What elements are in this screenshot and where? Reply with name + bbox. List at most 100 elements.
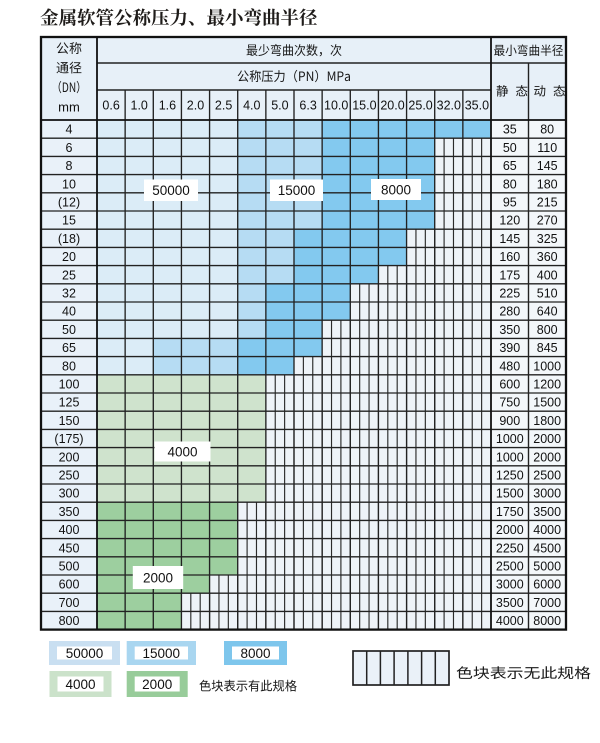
svg-text:800: 800 <box>59 614 80 628</box>
svg-text:20.0: 20.0 <box>380 99 404 113</box>
svg-text:145: 145 <box>537 159 558 173</box>
svg-text:2.0: 2.0 <box>187 99 204 113</box>
svg-text:6000: 6000 <box>533 578 561 592</box>
svg-text:4000: 4000 <box>65 677 95 692</box>
svg-text:390: 390 <box>499 341 520 355</box>
svg-text:5.0: 5.0 <box>271 99 288 113</box>
svg-text:1750: 1750 <box>496 505 524 519</box>
svg-text:3500: 3500 <box>496 596 524 610</box>
svg-text:3500: 3500 <box>533 505 561 519</box>
svg-text:50000: 50000 <box>152 183 190 198</box>
svg-text:15.0: 15.0 <box>352 99 376 113</box>
svg-text:225: 225 <box>499 287 520 301</box>
svg-text:350: 350 <box>59 505 80 519</box>
svg-text:6: 6 <box>66 141 73 155</box>
svg-text:270: 270 <box>537 214 558 228</box>
svg-text:900: 900 <box>499 414 520 428</box>
svg-text:32: 32 <box>62 287 76 301</box>
svg-text:175: 175 <box>499 268 520 282</box>
svg-text:845: 845 <box>537 341 558 355</box>
svg-text:450: 450 <box>59 541 80 555</box>
svg-text:1.6: 1.6 <box>159 99 176 113</box>
svg-text:1500: 1500 <box>496 487 524 501</box>
svg-text:80: 80 <box>62 359 76 373</box>
svg-text:50: 50 <box>62 323 76 337</box>
svg-text:1.0: 1.0 <box>131 99 148 113</box>
svg-text:40: 40 <box>62 305 76 319</box>
svg-text:50000: 50000 <box>66 646 104 661</box>
svg-text:65: 65 <box>503 159 517 173</box>
svg-text:4.0: 4.0 <box>243 99 260 113</box>
svg-text:250: 250 <box>59 469 80 483</box>
svg-text:215: 215 <box>537 196 558 210</box>
svg-text:4000: 4000 <box>496 614 524 628</box>
svg-text:180: 180 <box>537 177 558 191</box>
svg-text:35: 35 <box>503 123 517 137</box>
svg-text:15000: 15000 <box>143 646 181 661</box>
svg-text:10.0: 10.0 <box>324 99 348 113</box>
svg-text:500: 500 <box>59 560 80 574</box>
svg-text:2500: 2500 <box>533 469 561 483</box>
svg-text:3000: 3000 <box>496 578 524 592</box>
svg-text:2000: 2000 <box>143 570 173 585</box>
svg-text:600: 600 <box>59 578 80 592</box>
svg-text:4000: 4000 <box>167 444 197 459</box>
svg-text:1000: 1000 <box>496 432 524 446</box>
svg-text:8000: 8000 <box>240 646 270 661</box>
svg-text:150: 150 <box>59 414 80 428</box>
svg-text:50: 50 <box>503 141 517 155</box>
svg-text:400: 400 <box>537 268 558 282</box>
svg-text:1000: 1000 <box>496 450 524 464</box>
svg-text:110: 110 <box>537 141 557 155</box>
svg-text:120: 120 <box>499 214 520 228</box>
svg-text:4500: 4500 <box>533 541 561 555</box>
svg-text:(12): (12) <box>58 196 80 210</box>
svg-text:1200: 1200 <box>533 378 561 392</box>
svg-text:(175): (175) <box>54 432 83 446</box>
svg-text:700: 700 <box>59 596 80 610</box>
svg-text:1000: 1000 <box>533 359 561 373</box>
svg-text:1800: 1800 <box>533 414 561 428</box>
svg-text:325: 325 <box>537 232 558 246</box>
svg-text:480: 480 <box>499 359 520 373</box>
svg-text:0.6: 0.6 <box>102 99 119 113</box>
svg-text:95: 95 <box>503 196 517 210</box>
svg-text:2000: 2000 <box>533 450 561 464</box>
svg-text:80: 80 <box>503 177 517 191</box>
svg-text:10: 10 <box>62 177 76 191</box>
svg-text:3000: 3000 <box>533 487 561 501</box>
svg-text:2000: 2000 <box>533 432 561 446</box>
svg-text:750: 750 <box>499 396 520 410</box>
svg-text:7000: 7000 <box>533 596 561 610</box>
svg-text:100: 100 <box>59 378 80 392</box>
svg-text:2000: 2000 <box>496 523 524 537</box>
svg-text:25.0: 25.0 <box>408 99 432 113</box>
svg-text:300: 300 <box>59 487 80 501</box>
svg-text:20: 20 <box>62 250 76 264</box>
svg-text:15000: 15000 <box>278 183 316 198</box>
svg-text:8000: 8000 <box>533 614 561 628</box>
svg-text:4000: 4000 <box>533 523 561 537</box>
svg-text:25: 25 <box>62 268 76 282</box>
svg-text:145: 145 <box>499 232 520 246</box>
svg-text:160: 160 <box>499 250 520 264</box>
svg-text:510: 510 <box>537 287 558 301</box>
svg-text:65: 65 <box>62 341 76 355</box>
svg-text:1250: 1250 <box>496 469 524 483</box>
svg-text:800: 800 <box>537 323 558 337</box>
svg-text:2250: 2250 <box>496 541 524 555</box>
svg-text:125: 125 <box>59 396 80 410</box>
svg-text:4: 4 <box>66 123 73 137</box>
svg-text:640: 640 <box>537 305 558 319</box>
svg-text:2500: 2500 <box>496 560 524 574</box>
svg-text:280: 280 <box>499 305 520 319</box>
svg-text:15: 15 <box>62 214 76 228</box>
svg-text:5000: 5000 <box>533 560 561 574</box>
svg-text:6.3: 6.3 <box>299 99 316 113</box>
svg-text:1500: 1500 <box>533 396 561 410</box>
svg-text:2000: 2000 <box>142 677 172 692</box>
svg-text:mm: mm <box>58 100 80 115</box>
svg-text:360: 360 <box>537 250 558 264</box>
svg-text:80: 80 <box>540 123 554 137</box>
svg-text:200: 200 <box>59 450 80 464</box>
